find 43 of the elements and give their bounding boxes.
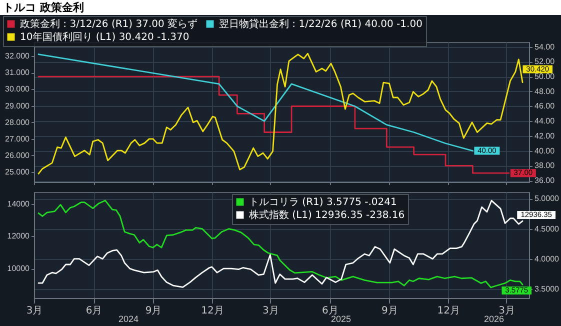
y2-tick-label: 4.0000 <box>534 254 560 264</box>
y-tick-label: 27.000 <box>5 134 30 144</box>
text: 2026 <box>484 314 504 324</box>
y2-tick-label: 44.00 <box>534 116 556 126</box>
y-tick-label: 12000 <box>7 232 30 241</box>
y-tick-label: 30.000 <box>5 84 30 94</box>
text: 2025 <box>331 314 352 324</box>
y-tick-label: 29.000 <box>5 101 30 110</box>
y2-tick-label: 42.00 <box>534 131 556 140</box>
y-tick-label: 25.000 <box>5 168 30 177</box>
y-tick-label: 32.000 <box>5 52 30 61</box>
y2-tick-label: 38.00 <box>534 161 556 170</box>
x-tick-label: 9月 <box>382 306 398 316</box>
x-tick-label: 3月 <box>262 306 279 316</box>
legend-label: 翌日物貸出金利 : 1/22/26 (R1) 40.00 -1.00 <box>219 18 422 30</box>
y2-tick-label: 4.5000 <box>534 224 560 234</box>
y-tick-label: 10000 <box>7 264 30 274</box>
legend-label: 政策金利 : 3/12/26 (R1) 37.00 変らず <box>20 18 198 30</box>
y2-tick-label: 52.00 <box>534 57 556 66</box>
x-tick-label: 12月 <box>201 306 224 316</box>
y-tick-label: 14000 <box>7 199 30 208</box>
y2-tick-label: 5.0000 <box>534 194 560 204</box>
legend-label: 10年国債利回り (L1) 30.420 -1.370 <box>20 31 190 43</box>
x-tick-label: 6月 <box>86 306 102 316</box>
x-tick-label: 3月 <box>26 306 43 316</box>
legend-label: 株式指数 (L1) 12936.35 -238.16 <box>248 209 405 221</box>
y2-tick-label: 54.00 <box>534 42 556 52</box>
y-tick-label: 26.000 <box>5 150 30 160</box>
x-tick-label: 9月 <box>145 306 162 316</box>
y2-tick-label: 46.00 <box>534 102 556 111</box>
y2-tick-label: 40.00 <box>534 146 556 156</box>
chart-title: トルコ 政策金利 <box>0 0 561 15</box>
y2-tick-label: 3.5000 <box>534 284 560 294</box>
text: 2024 <box>118 314 138 324</box>
x-tick-label: 12月 <box>437 306 460 316</box>
y2-tick-label: 36.00 <box>534 176 556 186</box>
x-tick-label: 6月 <box>322 306 338 316</box>
legend-label: トルコリラ (R1) 3.5775 -.0241 <box>249 197 397 208</box>
x-tick-label: 3月 <box>498 306 516 316</box>
y2-tick-label: 48.00 <box>534 86 556 96</box>
y-tick-label: 28.000 <box>5 118 30 127</box>
y-tick-label: 31.000 <box>5 68 30 78</box>
y2-tick-label: 50.00 <box>534 72 556 82</box>
